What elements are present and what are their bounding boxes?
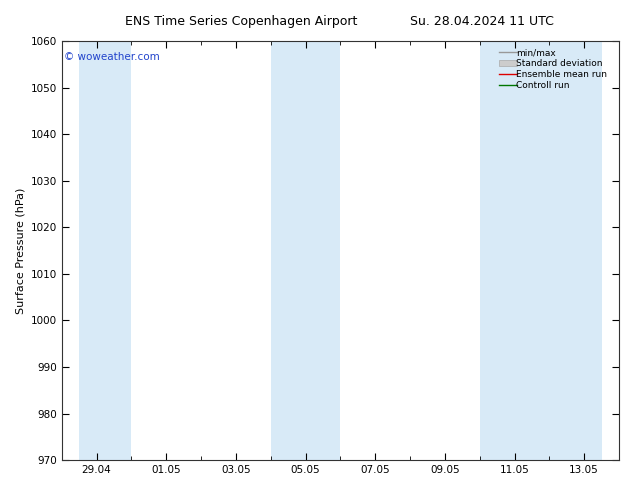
- Bar: [79, 41, 131, 460]
- Text: Su. 28.04.2024 11 UTC: Su. 28.04.2024 11 UTC: [410, 15, 553, 28]
- Legend: min/max, Standard deviation, Ensemble mean run, Controll run: min/max, Standard deviation, Ensemble me…: [496, 46, 614, 93]
- Bar: [480, 41, 602, 460]
- Text: ENS Time Series Copenhagen Airport: ENS Time Series Copenhagen Airport: [125, 15, 357, 28]
- Text: © woweather.com: © woweather.com: [65, 51, 160, 62]
- Y-axis label: Surface Pressure (hPa): Surface Pressure (hPa): [15, 187, 25, 314]
- Bar: [271, 41, 340, 460]
